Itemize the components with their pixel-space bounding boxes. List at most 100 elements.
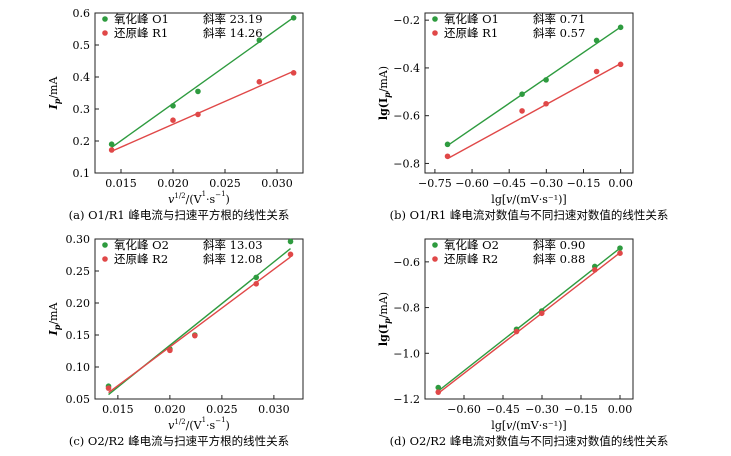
y-tick-label: 0.5	[73, 39, 91, 52]
data-point	[105, 385, 112, 391]
data-point	[108, 147, 115, 153]
y-tick-label: −0.4	[393, 62, 420, 75]
x-tick-label: −0.15	[564, 403, 598, 416]
y-tick-label: −1.0	[393, 347, 420, 360]
x-tick-label: −0.30	[529, 177, 563, 190]
x-tick-label: −0.60	[447, 403, 481, 416]
figure-caption: (c) O2/R2 峰电流与扫速平方根的线性关系	[69, 434, 289, 448]
data-point	[256, 37, 263, 43]
chart-a-svg: 0.015 0.020 0.025 0.030 0.1 0.2 0.3 0.4 0.5 0.6 氧化…	[47, 7, 304, 222]
data-point	[287, 251, 294, 258]
fit-line	[108, 256, 291, 394]
legend-series-name: 氧化峰 O2	[444, 238, 499, 252]
x-axis-label-unit-close: )	[226, 193, 230, 206]
data-point	[444, 141, 451, 148]
x-tick-label: 0.015	[105, 177, 137, 190]
x-axis-label-post: /(mV·s⁻¹)]	[512, 193, 566, 206]
figure-caption: (a) O1/R1 峰电流与扫速平方根的线性关系	[69, 208, 290, 222]
data-point	[170, 117, 176, 123]
legend-marker	[432, 256, 438, 262]
x-tick-label: −0.15	[567, 177, 601, 190]
chart-panel-a: 0.015 0.020 0.025 0.030 0.1 0.2 0.3 0.4 0.5 0.6 氧化…	[0, 0, 340, 226]
chart-d-svg: −0.60 −0.45 −0.30 −0.15 0.00 −1.2 −1.0 −0.8 −0.6…	[377, 238, 669, 448]
plot-frame-d	[424, 238, 634, 400]
x-axis-label-minus: −	[215, 191, 221, 199]
x-axis-label: v1/2/(V1·s−1)	[168, 416, 230, 432]
plot-frame-c	[94, 238, 304, 400]
y-tick-label: 0.20	[66, 297, 91, 310]
data-point	[290, 14, 297, 21]
x-tick-label: −0.60	[455, 177, 489, 190]
legend-marker	[102, 242, 108, 248]
x-tick-label: 0.025	[209, 177, 241, 190]
x-axis-label-frac-top-2: 1	[221, 416, 225, 424]
legend-slope-label: 斜率 13.03	[203, 238, 263, 252]
x-tick-label: −0.45	[492, 177, 526, 190]
y-axis-label: Ip/mA	[47, 302, 62, 337]
y-tick-label: −0.2	[393, 14, 420, 27]
legend-marker	[432, 30, 438, 36]
legend-slope-label: 斜率 0.71	[533, 12, 585, 26]
data-point	[170, 103, 176, 109]
fit-line	[111, 70, 294, 152]
y-axis-label-unit: /mA)	[377, 66, 390, 92]
x-tick-label: −0.45	[486, 403, 520, 416]
data-point	[617, 250, 623, 256]
x-axis-label-unit-close: )	[226, 419, 230, 432]
data-point	[617, 24, 624, 31]
y-tick-label: −0.8	[393, 157, 420, 170]
x-axis-label-unit-open: /(V	[186, 193, 203, 206]
chart-panel-c: 0.015 0.020 0.025 0.030 0.05 0.10 0.15 0.20 0.25…	[0, 226, 340, 452]
data-point	[593, 68, 600, 75]
x-tick-label: −0.75	[418, 177, 452, 190]
x-tick-label: 0.030	[261, 177, 293, 190]
y-tick-label: −1.2	[393, 393, 420, 406]
y-tick-label: 0.05	[66, 393, 91, 406]
legend-series-name: 还原峰 R1	[114, 26, 168, 40]
x-axis-label-pre: lg[	[491, 419, 506, 432]
chart-c-svg: 0.015 0.020 0.025 0.030 0.05 0.10 0.15 0.20 0.25…	[47, 233, 304, 448]
x-tick-label: 0.025	[206, 403, 238, 416]
y-axis-label-unit: /mA	[47, 76, 60, 99]
x-axis-label-unit-mid: ·s	[206, 419, 215, 432]
x-axis-label-frac-top-2: 1	[221, 190, 225, 198]
legend-marker	[432, 242, 438, 248]
x-axis-label: v1/2/(V1·s−1)	[168, 190, 230, 206]
x-axis-label: lg[v/(mV·s⁻¹)]	[491, 419, 566, 432]
x-axis-label-minus: −	[215, 417, 221, 425]
x-tick-label: 0.030	[258, 403, 290, 416]
x-axis-label-pre: lg[	[491, 193, 506, 206]
legend-marker	[432, 16, 438, 22]
legend-series-name: 氧化峰 O1	[114, 12, 169, 26]
data-point	[543, 77, 549, 83]
x-axis-label-post: /(mV·s⁻¹)]	[512, 419, 566, 432]
x-axis-label-var: v	[168, 193, 175, 206]
y-tick-label: 0.3	[73, 103, 91, 116]
data-point	[195, 88, 201, 95]
y-tick-label: 0.4	[73, 71, 91, 84]
x-axis-label-exp: 1/2	[174, 418, 185, 426]
y-axis-label-main: I	[47, 329, 60, 336]
figure-caption: (d) O2/R2 峰电流对数值与不同扫速对数值的线性关系	[390, 434, 669, 448]
x-axis-label-frac-top: 1	[202, 416, 206, 424]
legend-marker	[102, 16, 108, 22]
legend-slope-label: 斜率 12.08	[203, 252, 263, 266]
chart-panel-d: −0.60 −0.45 −0.30 −0.15 0.00 −1.2 −1.0 −0.8 −0.6…	[330, 226, 670, 452]
x-axis-label-unit-open: /(V	[186, 419, 203, 432]
legend-slope-label: 斜率 0.57	[533, 26, 585, 40]
y-tick-label: 0.10	[66, 361, 91, 374]
fit-line	[437, 252, 621, 394]
y-axis-label: lg(Ip/mA)	[377, 66, 392, 120]
y-tick-label: −0.6	[393, 110, 420, 123]
legend-marker	[102, 256, 108, 262]
x-axis-label: lg[v/(mV·s⁻¹)]	[491, 193, 566, 206]
data-point	[253, 281, 259, 287]
x-tick-label: 0.00	[608, 177, 633, 190]
fit-line	[447, 26, 622, 147]
y-tick-label: 0.25	[66, 265, 91, 278]
data-point	[593, 37, 600, 44]
y-axis-label-sub: p	[382, 92, 392, 98]
y-axis-label-unit: /mA	[47, 302, 60, 325]
data-point	[290, 70, 297, 76]
data-point	[435, 389, 442, 395]
